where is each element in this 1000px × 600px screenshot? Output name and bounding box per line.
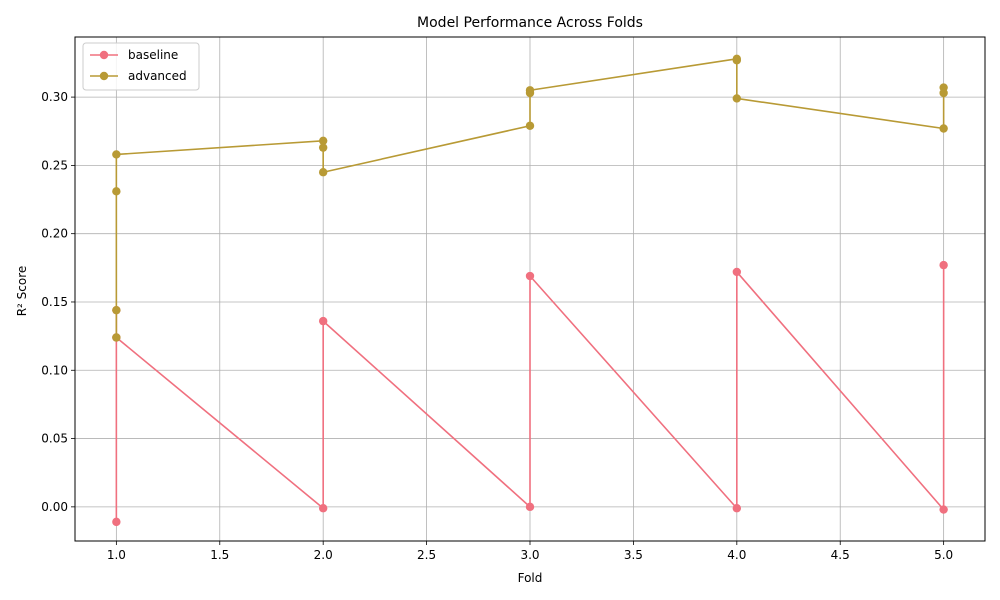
series-line-advanced <box>115 58 945 338</box>
data-point-advanced <box>525 121 535 130</box>
data-point-baseline <box>939 505 948 514</box>
data-point-baseline <box>939 260 948 270</box>
data-point-baseline <box>318 504 328 513</box>
chart-title: Model Performance Across Folds <box>417 15 643 31</box>
y-axis-ticks: 0.00 0.05 0.10 0.15 0.20 0.25 0.30 <box>41 90 75 514</box>
data-point-advanced <box>939 124 948 133</box>
y-tick-label: 0.15 <box>41 295 68 309</box>
y-tick-label: 0.30 <box>41 90 68 104</box>
x-tick-label: 3.5 <box>624 548 643 562</box>
data-point-advanced <box>939 83 948 92</box>
y-tick-label: 0.10 <box>41 363 68 377</box>
data-point-advanced <box>318 136 328 146</box>
data-point-baseline <box>732 504 742 513</box>
x-axis-title: Fold <box>518 571 543 585</box>
x-tick-label: 2.0 <box>314 548 333 562</box>
data-point-advanced <box>112 187 121 196</box>
legend-swatch-marker-advanced <box>99 71 109 81</box>
y-tick-label: 0.25 <box>41 158 68 172</box>
legend-swatch-marker-baseline <box>99 50 109 60</box>
x-tick-label: 1.0 <box>107 548 126 562</box>
data-point-baseline <box>112 517 121 527</box>
x-tick-label: 5.0 <box>934 548 953 562</box>
legend-label-advanced: advanced <box>128 69 187 83</box>
x-tick-label: 4.0 <box>727 548 746 562</box>
y-tick-label: 0.00 <box>41 500 68 514</box>
data-point-advanced <box>112 333 121 342</box>
data-point-advanced <box>525 86 535 95</box>
data-point-advanced <box>318 143 328 152</box>
legend: baseline advanced <box>82 42 200 91</box>
series-line-baseline <box>115 265 945 522</box>
data-point-baseline <box>525 502 535 512</box>
data-point-baseline <box>732 267 742 277</box>
data-point-advanced <box>732 56 742 65</box>
x-tick-label: 1.5 <box>210 548 229 562</box>
data-point-advanced <box>732 94 742 103</box>
data-point-advanced <box>112 150 121 159</box>
data-point-baseline <box>318 316 328 326</box>
y-axis-title: R² Score <box>15 266 29 317</box>
x-tick-label: 3.0 <box>520 548 539 562</box>
data-point-advanced <box>112 305 121 315</box>
y-tick-label: 0.20 <box>41 227 68 241</box>
data-point-baseline <box>525 271 535 281</box>
data-point-advanced <box>318 168 328 177</box>
legend-label-baseline: baseline <box>128 48 178 62</box>
x-tick-label: 4.5 <box>831 548 850 562</box>
x-tick-label: 2.5 <box>417 548 436 562</box>
series-layer <box>112 54 948 527</box>
y-tick-label: 0.05 <box>41 432 68 446</box>
x-axis-ticks: 1.0 1.5 2.0 2.5 3.0 3.5 4.0 4.5 5.0 <box>107 541 953 562</box>
